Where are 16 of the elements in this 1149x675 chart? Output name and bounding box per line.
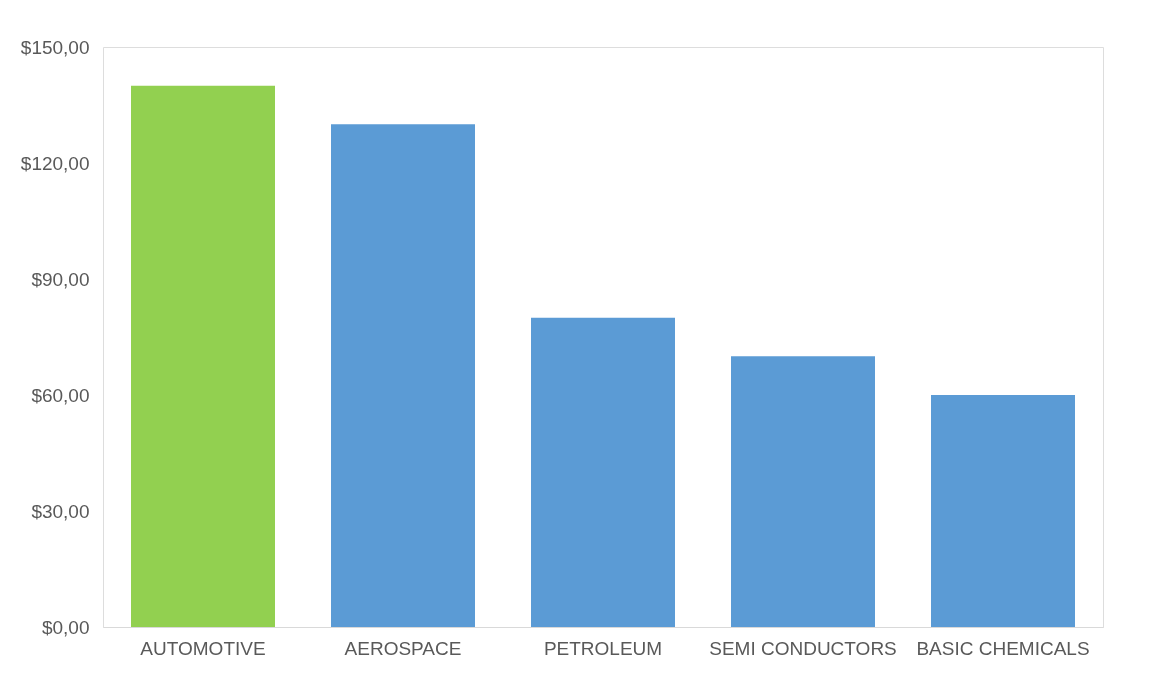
- y-tick-label: $150,00: [20, 36, 90, 58]
- x-tick-label: AEROSPACE: [344, 637, 462, 659]
- y-tick-label: $90,00: [31, 268, 90, 290]
- bar: [531, 317, 675, 627]
- y-tick-label: $30,00: [31, 500, 90, 522]
- y-tick-label: $60,00: [31, 384, 90, 406]
- bar: [731, 356, 875, 627]
- x-tick-label: SEMI CONDUCTORS: [709, 637, 897, 659]
- x-tick-label: BASIC CHEMICALS: [916, 637, 1090, 659]
- y-tick-label: $120,00: [20, 152, 90, 174]
- y-tick-label: $0,00: [41, 616, 90, 638]
- x-tick-label: AUTOMOTIVE: [140, 637, 266, 659]
- bar: [931, 395, 1075, 627]
- x-tick-label: PETROLEUM: [543, 637, 663, 659]
- bar: [331, 124, 475, 627]
- bar: [131, 85, 275, 627]
